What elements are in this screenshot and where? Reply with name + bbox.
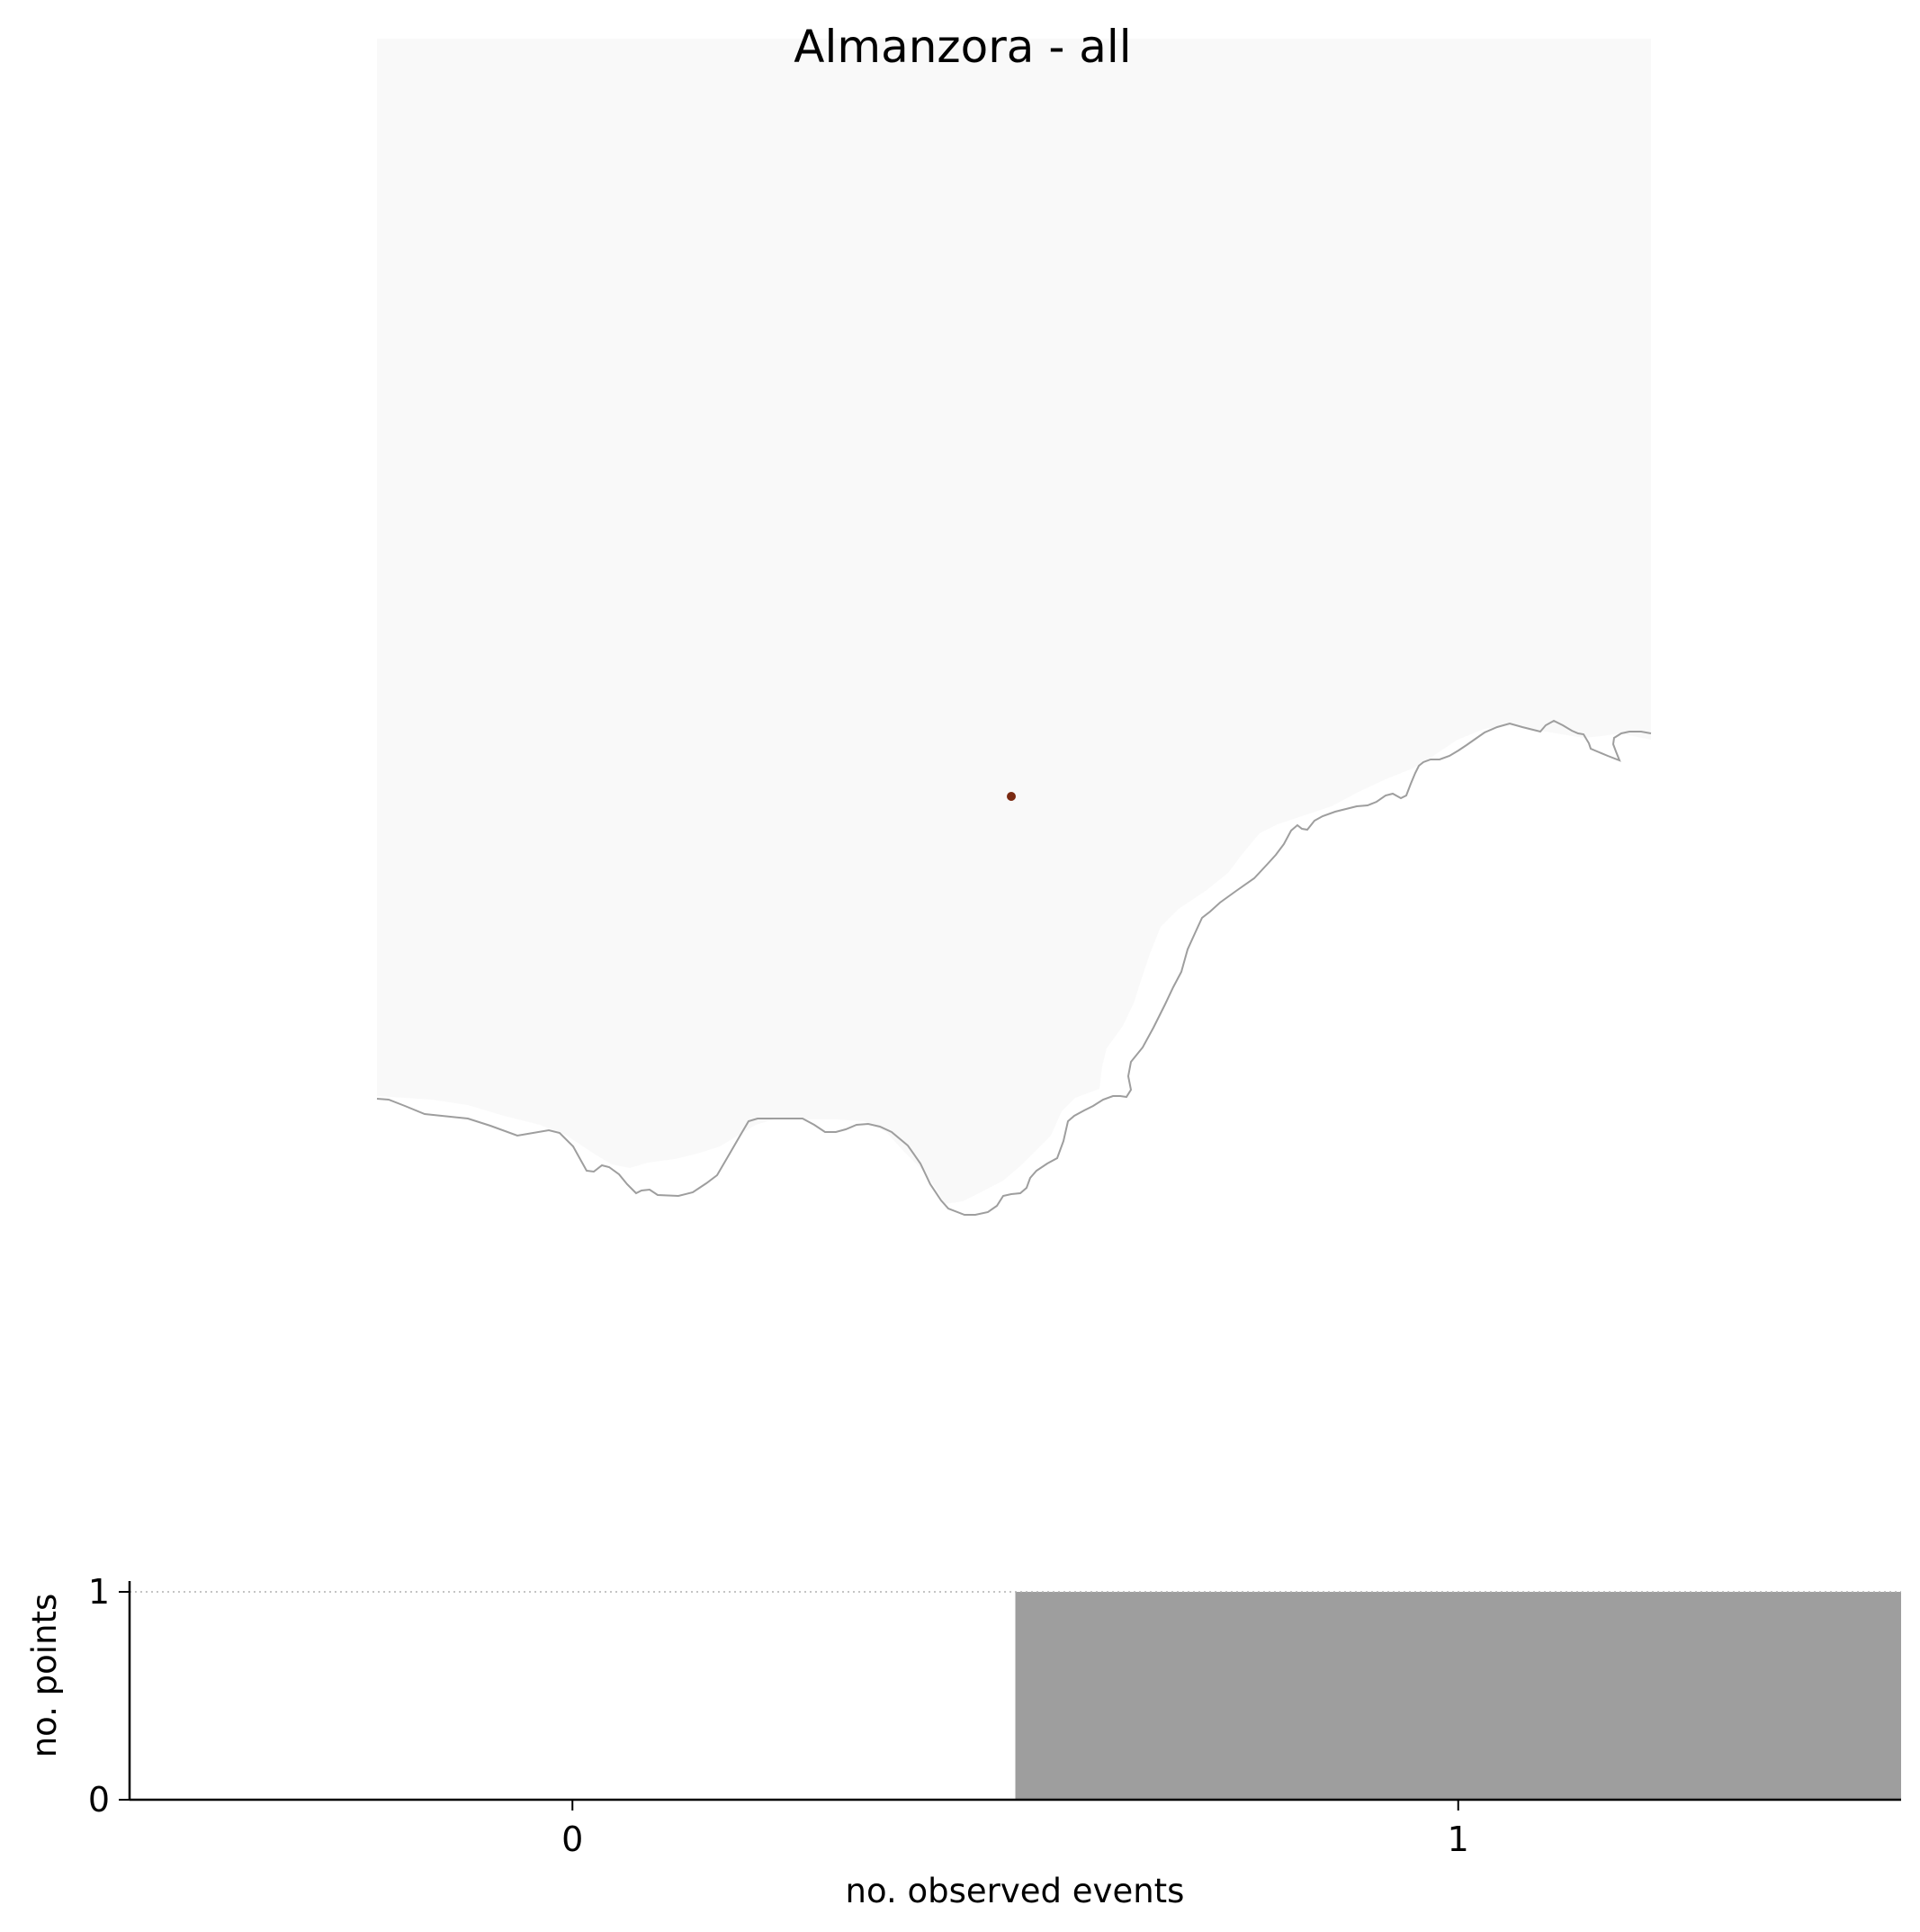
map-panel: Almanzora - all (376, 21, 1652, 1216)
bar-1 (1015, 1592, 1901, 1800)
observation-points (1007, 792, 1016, 801)
land-area (377, 39, 1651, 1204)
y-tick-label: 1 (88, 1572, 110, 1612)
y-axis-label: no. points (25, 1594, 64, 1758)
x-tick-label: 0 (561, 1820, 583, 1859)
observation-point (1007, 792, 1016, 801)
y-ticks: 01 (88, 1572, 130, 1820)
x-axis-label: no. observed events (846, 1872, 1185, 1910)
x-tick-label: 1 (1448, 1820, 1469, 1859)
histogram-bars (1015, 1592, 1901, 1800)
y-tick-label: 0 (88, 1780, 110, 1820)
map-title: Almanzora - all (794, 21, 1131, 73)
coastline (376, 719, 1652, 1216)
